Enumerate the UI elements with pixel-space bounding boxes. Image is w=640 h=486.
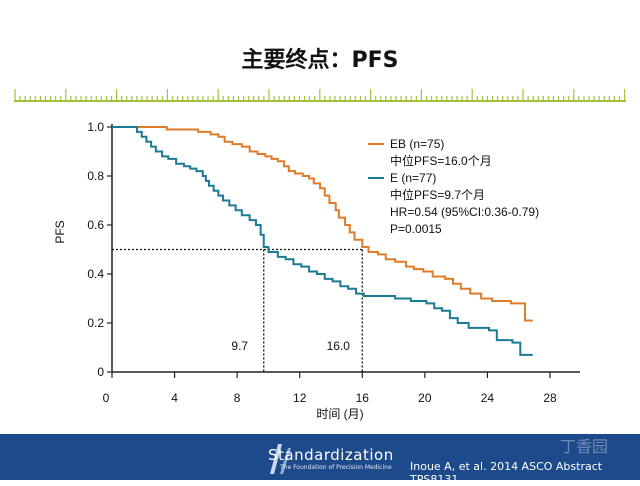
y-axis-label: PFS xyxy=(53,220,67,243)
median-labels: 9.7 16.0 xyxy=(231,339,350,353)
footer-bar xyxy=(0,434,640,480)
title-ruler xyxy=(14,89,626,102)
median-guides xyxy=(112,248,363,372)
median-label: 9.7 xyxy=(231,339,248,353)
chart-axes: 0 0.2 0.4 0.6 0.8 1.0 0 4 8 12 16 20 24 28 xyxy=(87,120,580,405)
standardization-logo xyxy=(270,444,291,474)
median-label: 16.0 xyxy=(327,339,351,353)
x-tick-label: 12 xyxy=(293,391,307,405)
legend-line: 中位PFS=16.0个月 xyxy=(390,153,492,168)
series-line-0 xyxy=(112,126,533,322)
y-tick-label: 0.4 xyxy=(87,267,104,281)
chart-legend: EB (n=75) 中位PFS=16.0个月 E (n=77) 中位PFS=9.7个月… xyxy=(368,137,539,236)
km-curves xyxy=(112,126,533,356)
legend-line: EB (n=75) xyxy=(390,137,444,151)
x-tick-label: 16 xyxy=(356,391,370,405)
y-tick-label: 1.0 xyxy=(87,120,104,134)
x-tick-label: 24 xyxy=(481,391,495,405)
legend-line: P=0.0015 xyxy=(390,222,442,236)
logo-subtitle: The Foundation of Precision Medicine xyxy=(280,464,392,471)
series-line-1 xyxy=(112,126,533,356)
y-tick-label: 0.2 xyxy=(87,316,104,330)
legend-line: 中位PFS=9.7个月 xyxy=(390,187,485,202)
legend-line: E (n=77) xyxy=(390,171,436,185)
x-tick-label: 20 xyxy=(418,391,432,405)
y-tick-label: 0.8 xyxy=(87,169,104,183)
x-tick-label: 28 xyxy=(543,391,557,405)
logo-name: Standardization xyxy=(268,446,394,464)
slide-title: 主要终点：PFS xyxy=(241,48,399,73)
x-tick-label: 8 xyxy=(234,391,241,405)
y-tick-label: 0 xyxy=(97,365,104,379)
watermark: 丁香园 xyxy=(560,437,609,456)
x-tick-label: 0 xyxy=(103,391,110,405)
pfs-chart: 0 0.2 0.4 0.6 0.8 1.0 0 4 8 12 16 20 24 28 9.7 16.0 EB… xyxy=(53,120,580,421)
y-tick-label: 0.6 xyxy=(87,218,104,232)
citation: Inoue A, et al. 2014 ASCO Abstract TPS81… xyxy=(410,460,603,486)
x-axis-label: 时间 (月) xyxy=(316,407,363,421)
legend-line: HR=0.54 (95%CI:0.36-0.79) xyxy=(390,205,539,219)
x-tick-label: 4 xyxy=(171,391,178,405)
